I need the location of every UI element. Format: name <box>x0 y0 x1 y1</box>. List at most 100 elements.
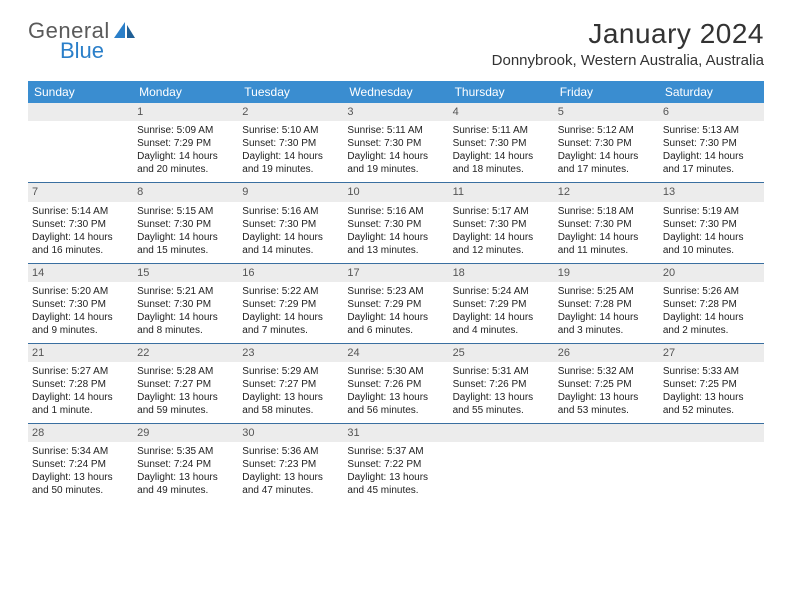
calendar-cell: 13Sunrise: 5:19 AMSunset: 7:30 PMDayligh… <box>659 183 764 262</box>
sunset-text: Sunset: 7:25 PM <box>558 378 655 391</box>
daylight-text: Daylight: 14 hours and 20 minutes. <box>137 150 234 176</box>
calendar-cell: 1Sunrise: 5:09 AMSunset: 7:29 PMDaylight… <box>133 103 238 182</box>
calendar-cell: 5Sunrise: 5:12 AMSunset: 7:30 PMDaylight… <box>554 103 659 182</box>
calendar-cell: 26 Sunrise: 5:32 AMSunset: 7:25 PMDayligh… <box>554 344 659 423</box>
sunrise-text: Sunrise: 5:27 AM <box>32 365 129 378</box>
sunset-text: Sunset: 7:30 PM <box>558 137 655 150</box>
daylight-text: Daylight: 13 hours and 53 minutes. <box>558 391 655 417</box>
day-number: 7 <box>28 183 133 201</box>
day-number: 6 <box>659 103 764 121</box>
sunrise-text: Sunrise: 5:32 AM <box>558 365 655 378</box>
calendar-cell <box>449 424 554 503</box>
day-number: 8 <box>133 183 238 201</box>
day-number <box>554 424 659 442</box>
sunrise-text: Sunrise: 5:36 AM <box>242 445 339 458</box>
sunset-text: Sunset: 7:25 PM <box>663 378 760 391</box>
week-row: 28Sunrise: 5:34 AMSunset: 7:24 PMDayligh… <box>28 424 764 503</box>
sunset-text: Sunset: 7:29 PM <box>137 137 234 150</box>
calendar-cell: 18Sunrise: 5:24 AMSunset: 7:29 PMDayligh… <box>449 264 554 343</box>
sunset-text: Sunset: 7:29 PM <box>347 298 444 311</box>
logo-text-blue: Blue <box>60 38 104 64</box>
calendar-cell: 20Sunrise: 5:26 AMSunset: 7:28 PMDayligh… <box>659 264 764 343</box>
daylight-text: Daylight: 13 hours and 56 minutes. <box>347 391 444 417</box>
sunset-text: Sunset: 7:27 PM <box>137 378 234 391</box>
sunset-text: Sunset: 7:26 PM <box>453 378 550 391</box>
calendar-cell: 12Sunrise: 5:18 AMSunset: 7:30 PMDayligh… <box>554 183 659 262</box>
sunrise-text: Sunrise: 5:26 AM <box>663 285 760 298</box>
sunset-text: Sunset: 7:23 PM <box>242 458 339 471</box>
sunrise-text: Sunrise: 5:37 AM <box>347 445 444 458</box>
daylight-text: Daylight: 13 hours and 47 minutes. <box>242 471 339 497</box>
location: Donnybrook, Western Australia, Australia <box>492 52 764 69</box>
daylight-text: Daylight: 14 hours and 6 minutes. <box>347 311 444 337</box>
sunset-text: Sunset: 7:30 PM <box>32 298 129 311</box>
sunset-text: Sunset: 7:22 PM <box>347 458 444 471</box>
sunrise-text: Sunrise: 5:29 AM <box>242 365 339 378</box>
day-number: 15 <box>133 264 238 282</box>
sunrise-text: Sunrise: 5:16 AM <box>347 205 444 218</box>
day-number: 24 <box>343 344 448 362</box>
month-title: January 2024 <box>492 18 764 50</box>
calendar: SundayMondayTuesdayWednesdayThursdayFrid… <box>28 81 764 503</box>
daylight-text: Daylight: 14 hours and 17 minutes. <box>558 150 655 176</box>
calendar-cell: 3Sunrise: 5:11 AMSunset: 7:30 PMDaylight… <box>343 103 448 182</box>
calendar-cell: 22Sunrise: 5:28 AMSunset: 7:27 PMDayligh… <box>133 344 238 423</box>
calendar-cell: 9Sunrise: 5:16 AMSunset: 7:30 PMDaylight… <box>238 183 343 262</box>
calendar-cell: 24Sunrise: 5:30 AMSunset: 7:26 PMDayligh… <box>343 344 448 423</box>
daylight-text: Daylight: 14 hours and 1 minute. <box>32 391 129 417</box>
calendar-cell: 25Sunrise: 5:31 AMSunset: 7:26 PMDayligh… <box>449 344 554 423</box>
day-number: 9 <box>238 183 343 201</box>
daylight-text: Daylight: 14 hours and 17 minutes. <box>663 150 760 176</box>
daylight-text: Daylight: 13 hours and 55 minutes. <box>453 391 550 417</box>
day-number: 29 <box>133 424 238 442</box>
sunset-text: Sunset: 7:30 PM <box>347 218 444 231</box>
day-header: Thursday <box>449 81 554 103</box>
calendar-cell: 21Sunrise: 5:27 AMSunset: 7:28 PMDayligh… <box>28 344 133 423</box>
calendar-cell: 23Sunrise: 5:29 AMSunset: 7:27 PMDayligh… <box>238 344 343 423</box>
week-row: 1Sunrise: 5:09 AMSunset: 7:29 PMDaylight… <box>28 103 764 183</box>
calendar-cell: 10Sunrise: 5:16 AMSunset: 7:30 PMDayligh… <box>343 183 448 262</box>
day-number: 1 <box>133 103 238 121</box>
day-number: 3 <box>343 103 448 121</box>
day-header: Monday <box>133 81 238 103</box>
sunrise-text: Sunrise: 5:35 AM <box>137 445 234 458</box>
daylight-text: Daylight: 14 hours and 12 minutes. <box>453 231 550 257</box>
calendar-cell: 4Sunrise: 5:11 AMSunset: 7:30 PMDaylight… <box>449 103 554 182</box>
calendar-cell: 31Sunrise: 5:37 AMSunset: 7:22 PMDayligh… <box>343 424 448 503</box>
day-number: 13 <box>659 183 764 201</box>
sunrise-text: Sunrise: 5:18 AM <box>558 205 655 218</box>
sunset-text: Sunset: 7:27 PM <box>242 378 339 391</box>
day-number <box>449 424 554 442</box>
sunrise-text: Sunrise: 5:11 AM <box>347 124 444 137</box>
daylight-text: Daylight: 14 hours and 13 minutes. <box>347 231 444 257</box>
calendar-cell: 17Sunrise: 5:23 AMSunset: 7:29 PMDayligh… <box>343 264 448 343</box>
day-header: Saturday <box>659 81 764 103</box>
daylight-text: Daylight: 14 hours and 18 minutes. <box>453 150 550 176</box>
day-number: 22 <box>133 344 238 362</box>
daylight-text: Daylight: 14 hours and 9 minutes. <box>32 311 129 337</box>
day-number: 19 <box>554 264 659 282</box>
calendar-cell: 28Sunrise: 5:34 AMSunset: 7:24 PMDayligh… <box>28 424 133 503</box>
calendar-cell <box>28 103 133 182</box>
daylight-text: Daylight: 14 hours and 10 minutes. <box>663 231 760 257</box>
day-number: 17 <box>343 264 448 282</box>
sunset-text: Sunset: 7:28 PM <box>32 378 129 391</box>
daylight-text: Daylight: 13 hours and 45 minutes. <box>347 471 444 497</box>
daylight-text: Daylight: 14 hours and 15 minutes. <box>137 231 234 257</box>
day-number <box>659 424 764 442</box>
sunrise-text: Sunrise: 5:16 AM <box>242 205 339 218</box>
day-number: 12 <box>554 183 659 201</box>
daylight-text: Daylight: 14 hours and 4 minutes. <box>453 311 550 337</box>
sunset-text: Sunset: 7:30 PM <box>453 137 550 150</box>
sunset-text: Sunset: 7:28 PM <box>663 298 760 311</box>
sunset-text: Sunset: 7:29 PM <box>453 298 550 311</box>
daylight-text: Daylight: 13 hours and 49 minutes. <box>137 471 234 497</box>
day-number: 18 <box>449 264 554 282</box>
day-number: 26 <box>554 344 659 362</box>
sunrise-text: Sunrise: 5:15 AM <box>137 205 234 218</box>
sunrise-text: Sunrise: 5:14 AM <box>32 205 129 218</box>
day-number: 11 <box>449 183 554 201</box>
daylight-text: Daylight: 13 hours and 50 minutes. <box>32 471 129 497</box>
day-number: 4 <box>449 103 554 121</box>
day-header: Friday <box>554 81 659 103</box>
